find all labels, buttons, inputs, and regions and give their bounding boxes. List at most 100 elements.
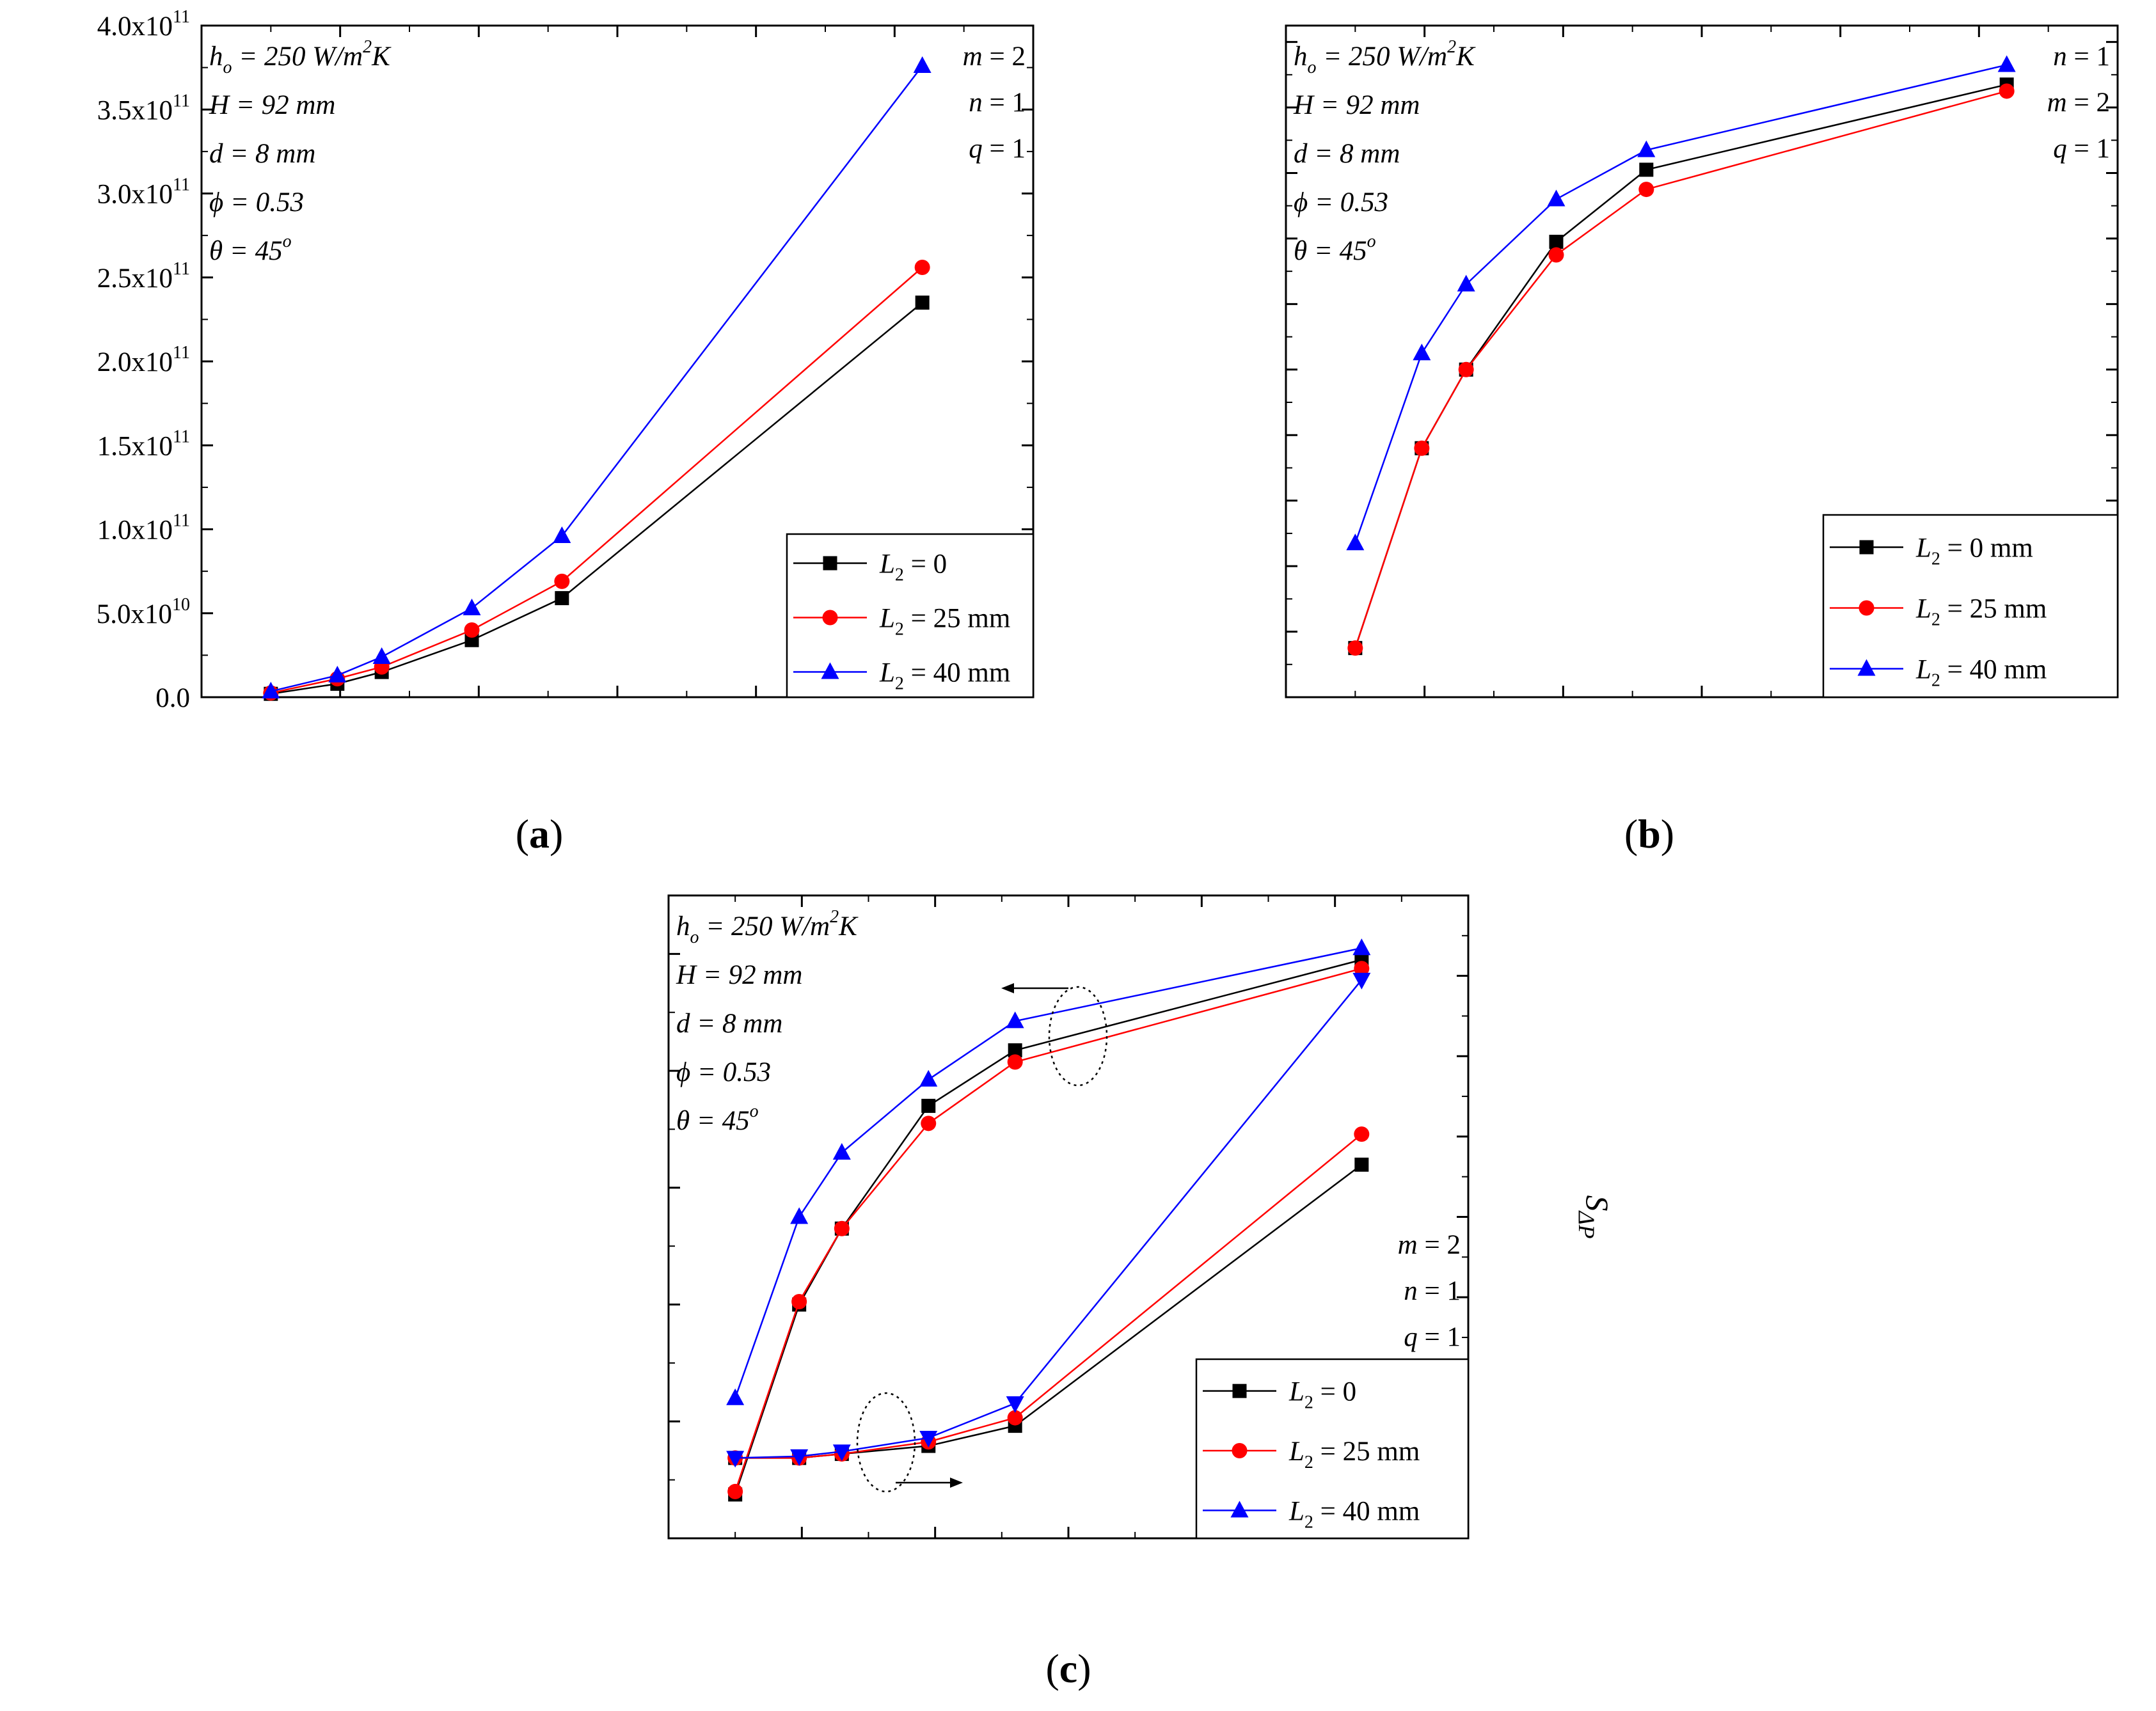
series-line	[734, 947, 1362, 1399]
series-line	[735, 979, 1363, 1459]
data-point	[372, 647, 391, 664]
panel-label: (a)	[516, 811, 564, 856]
y-tick-label: 2.5x1011	[97, 259, 190, 294]
data-point	[1007, 1410, 1023, 1426]
legend-marker	[1232, 1443, 1248, 1458]
data-point	[1999, 83, 2015, 99]
y-tick-label: 2.0x1011	[97, 343, 190, 377]
param-annotation-right: q = 1	[2053, 134, 2110, 164]
legend-marker	[1859, 600, 1875, 616]
data-point	[464, 622, 480, 638]
y2-axis-label: SΔP	[1574, 1195, 1615, 1238]
data-point	[1547, 189, 1565, 207]
param-annotation-right: m = 2	[1398, 1230, 1461, 1260]
data-point	[1639, 162, 1654, 177]
data-point	[832, 1444, 851, 1462]
data-point	[1354, 1126, 1370, 1142]
legend-label: L2 = 40 mm	[879, 658, 1010, 694]
legend-marker	[823, 556, 837, 571]
series-line	[734, 967, 1362, 1492]
chart-panel-b: (b) ho = 250 W/m2K H = 92 mm d = 8 mm ϕ = 0.…	[1285, 24, 2119, 856]
data-point	[919, 1069, 938, 1087]
arrow-head-left	[1001, 983, 1014, 993]
legend-label: L2 = 25 mm	[879, 604, 1010, 640]
panel-label: (b)	[1624, 811, 1674, 856]
y-tick-label: 3.5x1011	[97, 91, 190, 125]
legend-label: L2 = 0	[879, 549, 947, 585]
panel-label: (c)	[1045, 1646, 1091, 1691]
data-point	[1549, 235, 1564, 249]
param-annotation: ϕ = 0.53	[209, 187, 304, 217]
data-point	[1354, 1157, 1369, 1172]
data-point	[1548, 247, 1564, 263]
data-point	[727, 1483, 743, 1499]
data-point	[726, 1451, 745, 1468]
data-point	[1457, 274, 1475, 292]
legend-marker	[1230, 1501, 1249, 1518]
param-annotation: H = 92 mm	[209, 90, 335, 120]
param-annotation: H = 92 mm	[1293, 90, 1420, 120]
data-point	[555, 591, 569, 606]
data-point	[1414, 440, 1430, 456]
legend-label: L2 = 25 mm	[1915, 594, 2047, 630]
series-line	[271, 267, 923, 694]
data-point	[463, 598, 481, 615]
param-annotation: d = 8 mm	[676, 1009, 782, 1039]
param-annotation: ϕ = 0.53	[1294, 187, 1388, 217]
y-tick-label: 1.0x1011	[97, 511, 190, 546]
data-point	[1006, 1011, 1024, 1029]
param-annotation: ϕ = 0.53	[676, 1057, 771, 1087]
legend-label: L2 = 40 mm	[1915, 655, 2047, 691]
data-point	[834, 1220, 850, 1236]
param-annotation: ho = 250 W/m2K	[676, 907, 859, 947]
param-annotation: ho = 250 W/m2K	[209, 37, 392, 77]
param-annotation: d = 8 mm	[1294, 139, 1400, 169]
data-point	[921, 1098, 936, 1113]
data-point	[914, 260, 930, 275]
y-tick-label: 1.5x1011	[97, 427, 190, 461]
data-point	[913, 56, 931, 73]
legend-marker	[821, 662, 839, 679]
y-tick-label: 4.0x1011	[97, 7, 190, 42]
param-annotation-right: m = 2	[963, 42, 1026, 72]
chart-panel-c: SΔP (c) ho = 250 W/m2K H = 92 mm d = 8 mm ϕ =…	[667, 894, 1615, 1691]
series-5	[726, 972, 1371, 1468]
series-2	[726, 938, 1371, 1405]
legend: L2 = 0 L2 = 25 mm L2 = 40 mm	[1195, 1358, 1470, 1540]
param-annotation: H = 92 mm	[676, 960, 802, 990]
arrow-head-right	[950, 1478, 963, 1488]
data-point	[1458, 361, 1474, 377]
param-annotation-right: n = 1	[2053, 42, 2110, 72]
legend-label: L2 = 0 mm	[1915, 533, 2033, 569]
data-point	[262, 681, 280, 698]
param-annotation-right: n = 1	[1404, 1276, 1461, 1306]
param-annotation-right: m = 2	[2047, 88, 2110, 118]
series-line	[734, 959, 1362, 1495]
series-2	[1346, 55, 2016, 551]
data-point	[554, 573, 570, 589]
data-point	[1347, 640, 1363, 656]
series-2	[262, 56, 931, 698]
data-point	[726, 1388, 745, 1405]
param-annotation-right: n = 1	[969, 88, 1026, 118]
data-point	[1638, 182, 1654, 198]
data-point	[1352, 972, 1371, 990]
legend-label: L2 = 0	[1288, 1377, 1356, 1413]
param-annotation: θ = 45o	[676, 1101, 759, 1136]
data-point	[553, 526, 571, 543]
param-annotation: d = 8 mm	[209, 139, 315, 169]
data-point	[1352, 938, 1371, 956]
legend-label: L2 = 25 mm	[1288, 1437, 1420, 1472]
data-point	[1413, 343, 1431, 361]
y-tick-label: 0.0	[155, 683, 190, 713]
legend-marker	[822, 610, 838, 626]
series-line	[271, 302, 923, 695]
data-point	[328, 665, 347, 682]
data-point	[1354, 961, 1370, 977]
dotted-ellipse-right-axis	[856, 1392, 916, 1493]
legend-marker	[1232, 1384, 1247, 1398]
series-1	[727, 961, 1370, 1499]
dotted-ellipse-left-axis	[1048, 986, 1108, 1087]
legend-label: L2 = 40 mm	[1288, 1496, 1420, 1532]
